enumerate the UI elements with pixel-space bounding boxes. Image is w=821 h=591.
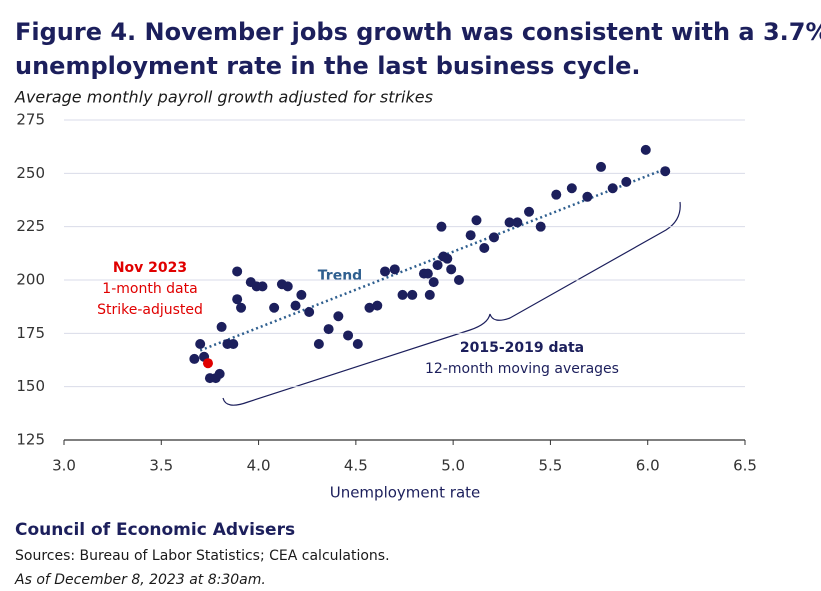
point: [214, 368, 225, 379]
point: [465, 230, 476, 241]
point: [504, 217, 515, 228]
y-tick-label: 125: [16, 431, 45, 449]
point: [621, 176, 632, 187]
footer-org: Council of Economic Advisers: [15, 520, 295, 540]
point: [582, 191, 593, 202]
subtitle: Average monthly payroll growth adjusted …: [14, 88, 433, 107]
point: [442, 253, 453, 264]
point: [282, 281, 293, 292]
x-tick-label: 4.5: [344, 457, 368, 475]
y-tick-label: 275: [16, 111, 45, 129]
point: [236, 302, 247, 313]
point: [333, 311, 344, 322]
x-tick-label: 5.5: [538, 457, 562, 475]
point: [471, 215, 482, 226]
y-tick-label: 150: [16, 377, 45, 395]
point: [380, 266, 391, 277]
title-line: unemployment rate in the last business c…: [15, 52, 641, 80]
point: [407, 289, 418, 300]
annotation: Trend: [318, 268, 362, 284]
point: [453, 275, 464, 285]
point: [269, 302, 280, 313]
point: [352, 339, 363, 349]
annotation: 2015-2019 data: [460, 340, 584, 356]
point: [640, 144, 651, 155]
point: [397, 289, 408, 300]
x-tick-label: 6.5: [733, 457, 757, 475]
x-tick-label: 5.0: [441, 457, 465, 475]
point: [566, 183, 577, 194]
point: [389, 264, 400, 275]
point: [479, 243, 490, 253]
annotation: Strike-adjusted: [97, 302, 203, 318]
point: [364, 302, 375, 313]
point: [216, 321, 227, 332]
point: [535, 221, 546, 232]
point: [422, 268, 433, 279]
point: [290, 300, 301, 311]
point: [343, 330, 354, 341]
point: [489, 232, 500, 243]
point: [424, 289, 435, 300]
x-tick-label: 3.5: [149, 457, 173, 475]
point: [432, 260, 443, 271]
point: [512, 217, 523, 228]
y-tick-label: 200: [16, 271, 45, 289]
point: [296, 289, 307, 300]
point: [660, 166, 671, 177]
point: [202, 358, 213, 369]
point: [607, 183, 618, 194]
footer-sources: Sources: Bureau of Labor Statistics; CEA…: [15, 548, 390, 564]
x-tick-label: 4.0: [247, 457, 271, 475]
trend-line: [199, 170, 660, 352]
y-tick-label: 225: [16, 217, 45, 235]
point: [195, 339, 206, 349]
point: [304, 307, 315, 317]
y-tick-label: 175: [16, 324, 45, 342]
point: [436, 221, 447, 232]
point: [232, 266, 243, 277]
title-line: Figure 4. November jobs growth was consi…: [15, 18, 821, 46]
annotation: 12-month moving averages: [425, 361, 619, 377]
point: [313, 339, 324, 349]
annotation: Nov 2023: [113, 260, 187, 276]
point: [551, 189, 562, 200]
point: [323, 324, 334, 335]
point: [524, 206, 535, 217]
footer-date: As of December 8, 2023 at 8:30am.: [14, 572, 266, 588]
x-tick-label: 6.0: [636, 457, 660, 475]
point: [232, 294, 243, 305]
x-axis-label: Unemployment rate: [330, 484, 481, 502]
y-tick-label: 250: [16, 164, 45, 182]
point: [446, 264, 457, 275]
annotation: 1-month data: [102, 281, 197, 297]
point: [228, 339, 239, 349]
point: [257, 281, 268, 292]
point: [189, 353, 200, 364]
x-tick-label: 3.0: [52, 457, 76, 475]
point: [372, 300, 383, 311]
point: [596, 161, 607, 172]
point: [428, 277, 439, 288]
brace: [222, 201, 681, 406]
